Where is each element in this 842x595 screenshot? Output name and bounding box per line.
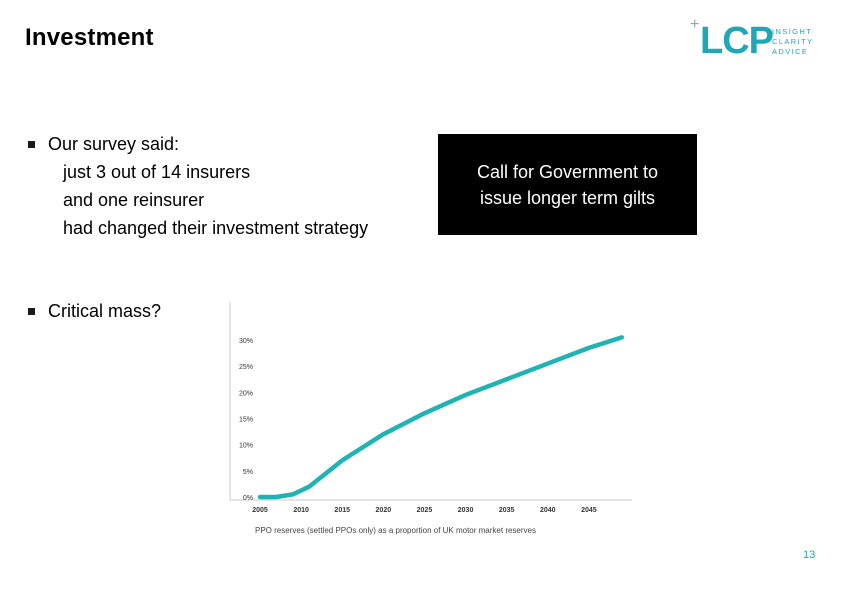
y-tick-label: 0% [243, 495, 253, 502]
y-tick-label: 20% [239, 390, 253, 397]
y-tick-label: 15% [239, 417, 253, 424]
survey-bullet: Our survey said: just 3 out of 14 insure… [28, 130, 368, 242]
x-tick-label: 2025 [417, 507, 433, 514]
critical-mass-bullet: Critical mass? [28, 297, 161, 325]
square-bullet-icon [28, 308, 35, 315]
bullet-item: Our survey said: [28, 130, 368, 158]
callout-line: issue longer term gilts [479, 187, 656, 208]
x-tick-label: 2035 [499, 507, 515, 514]
survey-heading: Our survey said: [48, 134, 180, 154]
lcp-logo: + LCP INSIGHT CLARITY ADVICE [690, 16, 820, 62]
x-tick-label: 2020 [376, 507, 392, 514]
callout-box: Call for Government to issue longer term… [438, 134, 697, 235]
logo-plus-mark: + [690, 16, 700, 33]
logo-tagline-line: INSIGHT [772, 27, 813, 36]
survey-line: just 3 out of 14 insurers [63, 162, 251, 182]
survey-line: and one reinsurer [63, 190, 205, 210]
survey-line: had changed their investment strategy [63, 218, 369, 238]
y-tick-label: 25% [239, 364, 253, 371]
logo-tagline-line: ADVICE [772, 47, 809, 56]
bullet-item: Critical mass? [28, 297, 161, 325]
square-bullet-icon [28, 141, 35, 148]
x-tick-label: 2040 [540, 507, 556, 514]
y-tick-label: 5% [243, 469, 253, 476]
logo-wordmark: LCP [700, 20, 774, 62]
x-axis-label: PPO reserves (settled PPOs only) as a pr… [255, 526, 536, 535]
critical-mass-text: Critical mass? [48, 301, 162, 321]
x-tick-label: 2030 [458, 507, 474, 514]
logo-tagline-line: CLARITY [772, 37, 814, 46]
y-tick-label: 30% [239, 338, 253, 345]
callout-text: Call for Government to issue longer term… [453, 159, 683, 211]
page-number: 13 [803, 549, 816, 561]
page-title: Investment [25, 24, 154, 51]
callout-line: Call for Government to [476, 161, 659, 182]
logo-tagline: INSIGHT CLARITY ADVICE [772, 27, 813, 57]
y-tick-label: 10% [239, 443, 253, 450]
x-tick-label: 2045 [581, 507, 597, 514]
x-tick-label: 2005 [252, 507, 268, 514]
series-line [257, 335, 625, 500]
ppo-reserves-chart: 0% 5% 10% 15% 20% 25% 30% 2005 2010 2015 2020 2025 2… [229, 302, 632, 535]
x-tick-label: 2010 [293, 507, 309, 514]
x-tick-label: 2015 [334, 507, 350, 514]
